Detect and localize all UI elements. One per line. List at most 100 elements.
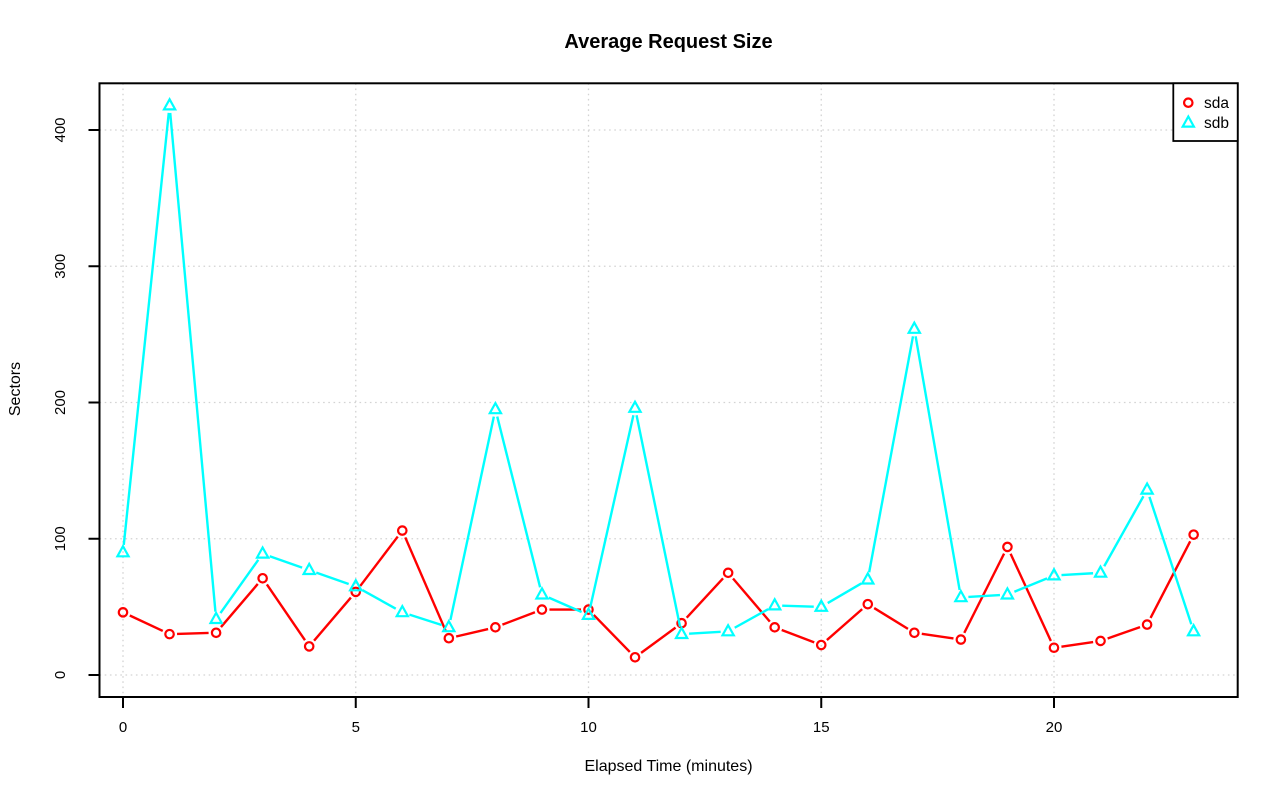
series-segment-sda: [873, 607, 909, 630]
x-tick-label: 10: [580, 719, 597, 736]
series-segment-sdb: [968, 593, 1001, 599]
marker-sda: [629, 651, 641, 663]
marker-sdb: [1093, 564, 1108, 578]
marker-sda: [722, 567, 734, 579]
marker-sda: [257, 572, 268, 584]
series-segment-sda: [220, 583, 259, 628]
chart-title: Average Request Size: [564, 31, 773, 53]
marker-sdb: [348, 577, 364, 592]
marker-sdb: [953, 588, 969, 603]
series-segment-sda: [455, 627, 489, 638]
series-segment-sda: [404, 536, 447, 632]
series-segment-sdb: [1148, 496, 1193, 625]
series-segment-sda: [265, 583, 306, 641]
marker-sda: [303, 641, 315, 652]
marker-sdb: [906, 320, 922, 334]
marker-sdb: [1139, 481, 1155, 495]
series-segment-sdb: [449, 416, 496, 621]
series-segment-sda: [313, 596, 352, 642]
marker-sdb: [999, 586, 1015, 600]
y-tick-label: 200: [52, 390, 69, 415]
marker-sda: [117, 607, 129, 618]
marker-sda: [443, 632, 455, 644]
series-segment-sda: [129, 614, 164, 633]
x-tick-label: 0: [119, 719, 127, 736]
y-tick-label: 0: [52, 671, 69, 679]
series-segment-sda: [826, 608, 863, 641]
series-segment-sdb: [496, 416, 542, 588]
series-segment-sda: [501, 611, 536, 626]
y-tick-label: 100: [52, 526, 69, 551]
marker-sdb: [487, 400, 503, 415]
series-segment-sdb: [169, 112, 217, 612]
series-segment-sda: [1107, 625, 1141, 640]
series-segment-sdb: [827, 582, 862, 605]
marker-sda: [769, 622, 780, 633]
series-segment-sda: [640, 626, 677, 654]
marker-sdb: [301, 561, 317, 576]
marker-sdb: [813, 598, 829, 612]
marker-sda: [536, 604, 548, 615]
y-tick-label: 300: [52, 254, 69, 279]
series-segment-sdb: [219, 559, 260, 614]
marker-sdb: [115, 543, 131, 558]
marker-sda: [815, 639, 827, 651]
series-segment-sdb: [914, 336, 961, 591]
marker-sdb: [581, 606, 596, 620]
marker-sda: [350, 586, 362, 598]
series-segment-sdb: [635, 415, 682, 628]
series-segment-sda: [781, 628, 815, 644]
x-axis-label: Elapsed Time (minutes): [584, 758, 753, 775]
y-tick-label: 400: [52, 117, 69, 142]
series-segment-sdb: [1103, 495, 1145, 567]
series-segment-sda: [359, 535, 399, 587]
legend-item-sdb: sdb: [1180, 114, 1229, 132]
series-segment-sdb: [409, 613, 443, 627]
marker-sda: [1048, 642, 1060, 654]
marker-sdb: [534, 586, 550, 600]
marker-sda: [583, 604, 594, 615]
legend-box: [1172, 82, 1239, 142]
series-segment-sdb: [867, 336, 915, 573]
marker-sdb: [720, 622, 736, 637]
marker-sdb: [1186, 622, 1202, 637]
marker-sda: [1188, 529, 1199, 540]
series-segment-sdb: [588, 415, 635, 608]
series-segment-sda: [1009, 553, 1052, 642]
legend: sda sdb: [1172, 82, 1239, 142]
marker-sda: [909, 627, 920, 639]
marker-sdb: [674, 625, 690, 640]
series-segment-sdb: [548, 596, 583, 614]
x-tick-label: 15: [813, 719, 830, 736]
legend-label-sda: sda: [1204, 95, 1229, 112]
series-segment-sdb: [1061, 572, 1094, 577]
marker-sda: [1002, 541, 1013, 553]
series-segment-sda: [177, 631, 209, 636]
marker-sdb: [394, 603, 410, 618]
x-tick-label: 20: [1046, 719, 1063, 736]
series-segment-sdb: [1013, 577, 1048, 593]
marker-sda: [490, 622, 501, 633]
series-segment-sda: [921, 632, 954, 640]
marker-sda: [862, 598, 874, 610]
marker-sda: [164, 628, 175, 640]
x-tick-label: 5: [352, 719, 360, 736]
series-segment-sda: [1061, 640, 1094, 648]
plot-box: [98, 82, 1239, 699]
legend-marker-sdb: [1180, 114, 1196, 128]
marker-sda: [1095, 635, 1106, 647]
series-sdb: [115, 97, 1202, 640]
series-segment-sda: [1149, 540, 1192, 619]
series-sda: [117, 525, 1199, 663]
marker-sdb: [627, 399, 643, 413]
series-segment-sda: [732, 577, 771, 623]
marker-sdb: [255, 545, 271, 559]
series-segment-sdb: [782, 604, 814, 608]
marker-sdb: [860, 571, 876, 585]
marker-sda: [1141, 619, 1153, 630]
marker-sdb: [1046, 567, 1062, 581]
series-segment-sdb: [315, 571, 350, 586]
marker-sda: [396, 525, 408, 536]
